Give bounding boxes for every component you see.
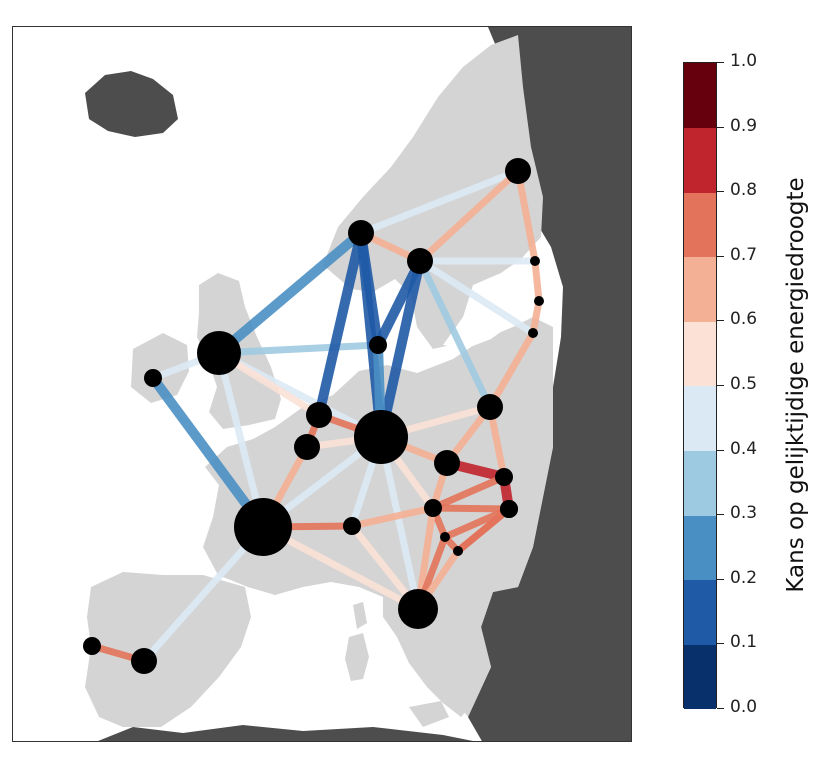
link-FR-IT bbox=[261, 523, 420, 613]
colorbar-tick-label: 0.0 bbox=[730, 697, 758, 717]
node-BE bbox=[294, 434, 320, 460]
north-africa bbox=[98, 725, 473, 741]
colorbar-segment bbox=[684, 127, 716, 193]
link-RO-HR bbox=[455, 506, 512, 554]
colorbar-segment bbox=[684, 450, 716, 516]
colorbar-tick bbox=[717, 126, 724, 128]
colorbar-tick bbox=[717, 578, 724, 580]
colorbar-tick-label: 1.0 bbox=[730, 51, 758, 71]
node-IE bbox=[144, 369, 162, 387]
colorbar-tick-label: 0.1 bbox=[730, 632, 758, 653]
link-SE-PL bbox=[416, 259, 494, 409]
node-CZ bbox=[434, 450, 460, 476]
colorbar-tick bbox=[717, 320, 724, 322]
eastern-land-dark bbox=[468, 27, 631, 741]
node-LT bbox=[528, 328, 538, 338]
node-NO bbox=[348, 220, 374, 246]
node-PL bbox=[477, 394, 503, 420]
link-LT-PL bbox=[486, 331, 537, 409]
node-RO bbox=[500, 500, 518, 518]
node-SI bbox=[440, 532, 450, 542]
link-AT-HU bbox=[432, 504, 510, 513]
corsica bbox=[353, 602, 367, 629]
link-SE-DE bbox=[376, 259, 425, 439]
colorbar-segment bbox=[684, 63, 716, 129]
colorbar-tick-label: 0.5 bbox=[730, 374, 758, 394]
colorbar-segment bbox=[684, 256, 716, 322]
scandinavia-land bbox=[323, 35, 543, 349]
link-CH-AT bbox=[351, 504, 434, 530]
colorbar-tick bbox=[717, 62, 724, 63]
node-IT bbox=[398, 589, 438, 629]
node-SK bbox=[495, 468, 513, 486]
colorbar-tick-label: 0.3 bbox=[730, 503, 758, 524]
node-FI bbox=[505, 158, 531, 184]
link-NO-NL bbox=[314, 231, 366, 417]
link-GB-NO bbox=[215, 229, 365, 357]
node-LV bbox=[534, 296, 544, 306]
colorbar-segment bbox=[684, 644, 716, 710]
sardinia bbox=[345, 633, 369, 681]
node-HR bbox=[453, 546, 463, 556]
node-NL bbox=[306, 402, 332, 428]
node-GB bbox=[197, 331, 241, 375]
map-panel bbox=[12, 26, 632, 742]
node-DE bbox=[354, 410, 408, 464]
node-PT bbox=[83, 637, 101, 655]
europe-map bbox=[13, 27, 631, 741]
node-CH bbox=[343, 517, 361, 535]
link-NO-FI bbox=[359, 167, 520, 237]
colorbar-tick-label: 0.9 bbox=[730, 115, 758, 136]
link-FI-EE bbox=[514, 170, 539, 262]
colorbar-tick bbox=[717, 385, 724, 386]
colorbar-tick-label: 0.8 bbox=[730, 180, 758, 201]
iceland bbox=[85, 71, 178, 137]
colorbar bbox=[683, 62, 717, 710]
baltic-sea bbox=[443, 275, 527, 349]
colorbar-tick-label: 0.6 bbox=[730, 309, 758, 330]
node-ES bbox=[131, 648, 157, 674]
node-DK bbox=[369, 336, 387, 354]
colorbar-segment bbox=[684, 321, 716, 387]
colorbar-tick bbox=[717, 449, 724, 451]
link-GB-DK bbox=[218, 341, 379, 357]
link-SK-AT bbox=[431, 473, 506, 512]
link-DE-IT bbox=[377, 436, 422, 610]
colorbar-label: Kans op gelijktijdige energiedroogte bbox=[783, 177, 809, 593]
colorbar-tick bbox=[717, 514, 724, 516]
link-FR-ES bbox=[141, 524, 266, 664]
sicily bbox=[409, 701, 449, 727]
link-EE-LV bbox=[531, 260, 543, 302]
colorbar-tick bbox=[717, 191, 724, 193]
colorbar-tick-label: 0.2 bbox=[730, 567, 758, 588]
link-LV-LT bbox=[529, 300, 543, 334]
colorbar-segment bbox=[684, 515, 716, 581]
node-AT bbox=[424, 499, 442, 517]
colorbar-tick bbox=[717, 708, 724, 709]
node-FR bbox=[234, 498, 292, 556]
ireland bbox=[131, 333, 189, 403]
node-EE bbox=[530, 256, 540, 266]
link-GB-FR bbox=[215, 352, 267, 528]
colorbar-tick bbox=[717, 643, 724, 645]
node-SE bbox=[407, 248, 433, 274]
colorbar-segment bbox=[684, 579, 716, 645]
colorbar-tick bbox=[717, 255, 724, 257]
node-layer bbox=[83, 158, 544, 674]
link-SE-FI bbox=[417, 168, 521, 264]
iberia bbox=[85, 572, 251, 727]
link-IE-FR bbox=[148, 375, 268, 530]
colorbar-tick-label: 0.4 bbox=[730, 438, 758, 459]
colorbar-segment bbox=[684, 386, 716, 452]
link-SE-LT bbox=[418, 258, 535, 336]
colorbar-tick-label: 0.7 bbox=[730, 244, 758, 265]
colorbar-segment bbox=[684, 192, 716, 258]
